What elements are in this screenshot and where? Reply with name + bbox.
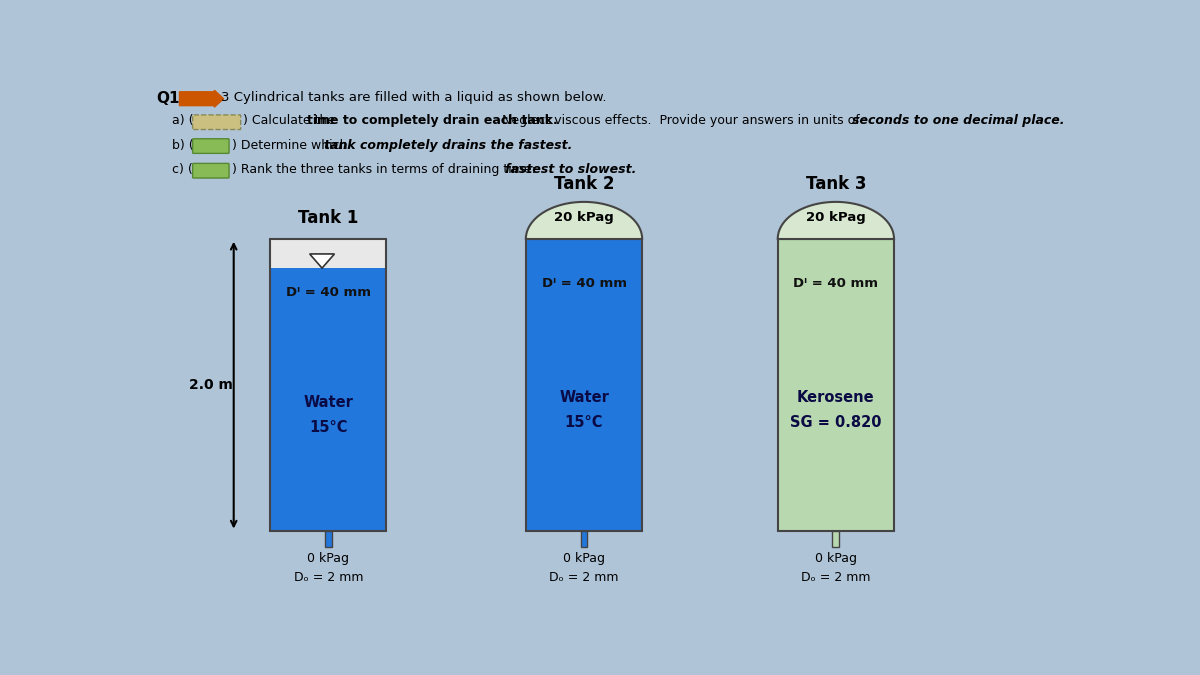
Text: tank completely drains the fastest.: tank completely drains the fastest.: [324, 139, 572, 152]
Bar: [778, 239, 894, 531]
Text: 20 kPag: 20 kPag: [554, 211, 614, 224]
FancyBboxPatch shape: [193, 163, 229, 178]
Text: Tank 1: Tank 1: [298, 209, 359, 227]
Text: 20 kPag: 20 kPag: [806, 211, 865, 224]
Text: Dᴵ = 40 mm: Dᴵ = 40 mm: [541, 277, 626, 290]
Text: Kerosene: Kerosene: [797, 390, 875, 405]
Text: 15°C: 15°C: [565, 415, 604, 431]
FancyBboxPatch shape: [193, 139, 229, 153]
Text: Neglect viscous effects.  Provide your answers in units of: Neglect viscous effects. Provide your an…: [494, 114, 864, 127]
FancyBboxPatch shape: [193, 115, 241, 130]
Bar: [270, 239, 386, 268]
Polygon shape: [310, 254, 335, 268]
Text: 2.0 m: 2.0 m: [188, 378, 233, 392]
Bar: [325, 531, 331, 547]
Bar: [581, 531, 588, 547]
Text: ) Calculate the: ) Calculate the: [242, 114, 340, 127]
Text: seconds to one decimal place.: seconds to one decimal place.: [852, 114, 1064, 127]
Text: a) (: a) (: [172, 114, 193, 127]
Text: time to completely drain each tank.: time to completely drain each tank.: [306, 114, 557, 127]
Text: 15°C: 15°C: [310, 420, 348, 435]
Text: Dₒ = 2 mm: Dₒ = 2 mm: [802, 572, 871, 585]
Polygon shape: [526, 202, 642, 239]
Text: Tank 2: Tank 2: [553, 175, 614, 192]
Bar: [833, 531, 839, 547]
FancyArrow shape: [180, 90, 223, 107]
Text: Water: Water: [304, 395, 353, 410]
Text: b) (: b) (: [172, 139, 193, 152]
Text: Tank 3: Tank 3: [805, 175, 866, 192]
Text: 3 Cylindrical tanks are filled with a liquid as shown below.: 3 Cylindrical tanks are filled with a li…: [221, 91, 607, 104]
Text: 0 kPag: 0 kPag: [815, 552, 857, 565]
Bar: [270, 268, 386, 531]
Text: Q1.: Q1.: [156, 91, 185, 106]
Bar: [526, 239, 642, 531]
Text: fastest to slowest.: fastest to slowest.: [505, 163, 636, 176]
Text: SG = 0.820: SG = 0.820: [790, 415, 882, 431]
Text: Water: Water: [559, 390, 608, 405]
Text: ) Determine which: ) Determine which: [232, 139, 352, 152]
Text: Dₒ = 2 mm: Dₒ = 2 mm: [294, 572, 364, 585]
Text: 0 kPag: 0 kPag: [563, 552, 605, 565]
Bar: [270, 239, 386, 531]
Text: 0 kPag: 0 kPag: [307, 552, 349, 565]
Text: ) Rank the three tanks in terms of draining time:: ) Rank the three tanks in terms of drain…: [232, 163, 544, 176]
Text: c) (: c) (: [172, 163, 192, 176]
Polygon shape: [778, 202, 894, 239]
Text: Dᴵ = 40 mm: Dᴵ = 40 mm: [793, 277, 878, 290]
Text: Dₒ = 2 mm: Dₒ = 2 mm: [550, 572, 619, 585]
Text: Dᴵ = 40 mm: Dᴵ = 40 mm: [286, 286, 371, 299]
